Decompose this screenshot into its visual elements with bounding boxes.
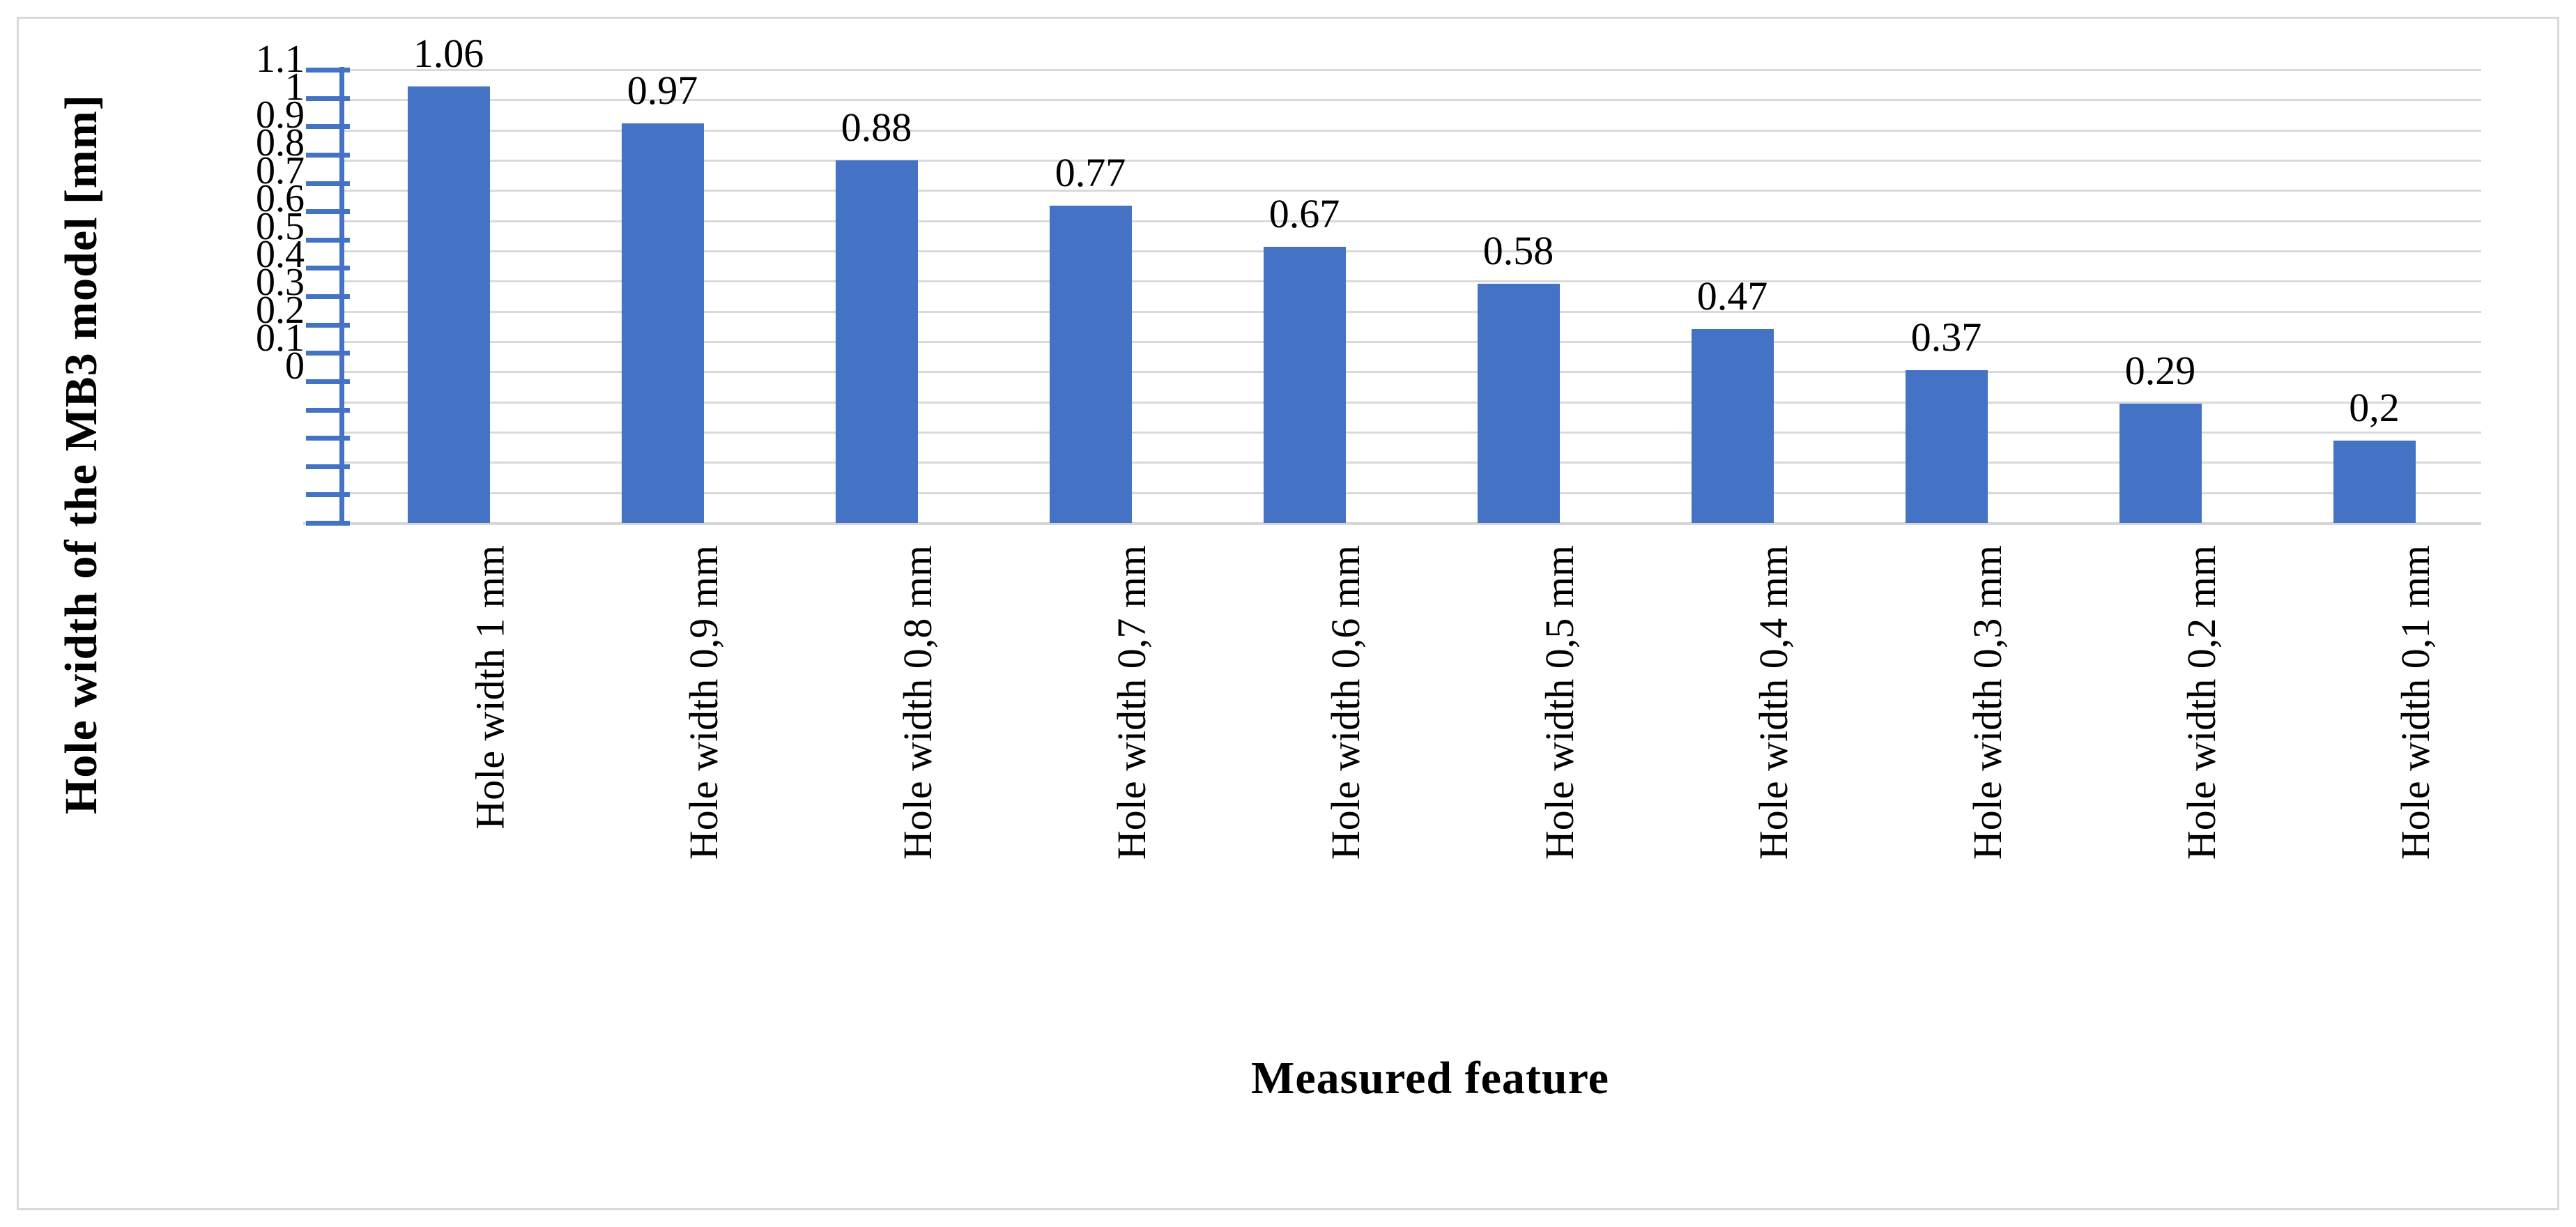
- gridline: [342, 129, 2481, 132]
- bar-value-label: 0.88: [841, 105, 912, 150]
- y-axis-tick: [306, 152, 350, 158]
- gridline: [342, 341, 2481, 343]
- category-label: Hole width 0,2 mm: [2179, 545, 2225, 860]
- y-axis-tick: [306, 294, 350, 299]
- y-tick-label: 0.3: [256, 261, 305, 304]
- bar-value-label: 0.29: [2124, 347, 2196, 393]
- y-axis-tick: [306, 379, 350, 384]
- bar: [621, 123, 704, 523]
- y-axis-tick: [306, 124, 350, 130]
- category-label: Hole width 1 mm: [467, 545, 513, 830]
- category-label: Hole width 0,5 mm: [1537, 545, 1583, 860]
- y-axis-tick: [306, 351, 350, 356]
- y-axis-tick: [306, 492, 350, 498]
- bar: [2119, 403, 2202, 523]
- category-label: Hole width 0,1 mm: [2393, 545, 2439, 860]
- y-tick-label: 0.6: [256, 177, 305, 220]
- bar: [2333, 440, 2416, 523]
- figure-frame: 1.06 0.97 0.88 0.77 0.67 0.58 0.47 0.37 0.29 0,2 …: [17, 17, 2559, 1210]
- y-tick-label: 0.8: [256, 121, 305, 165]
- y-axis-tick: [306, 464, 350, 469]
- gridline: [342, 160, 2481, 162]
- bar: [1477, 284, 1560, 523]
- category-label: Hole width 0,9 mm: [681, 545, 727, 860]
- y-axis-tick: [306, 436, 350, 441]
- gridline: [342, 220, 2481, 222]
- bar-value-label: 0,2: [2349, 384, 2400, 430]
- bar-value-label: 0.37: [1910, 314, 1982, 360]
- gridline: [342, 69, 2481, 71]
- y-tick-label: 0.4: [256, 233, 305, 276]
- gridline: [342, 280, 2481, 283]
- gridline: [342, 250, 2481, 252]
- gridline: [342, 190, 2481, 192]
- category-label: Hole width 0,8 mm: [895, 545, 941, 860]
- y-axis-tick: [306, 237, 350, 243]
- gridline: [342, 99, 2481, 102]
- bar: [1691, 329, 1774, 523]
- y-axis-tick: [306, 407, 350, 413]
- y-tick-label: 1.1: [256, 38, 305, 81]
- y-axis-tick: [306, 68, 350, 73]
- bar-value-label: 0.77: [1055, 150, 1126, 195]
- category-label: Hole width 0,4 mm: [1751, 545, 1797, 860]
- y-axis-tick: [306, 266, 350, 271]
- gridline: [342, 432, 2481, 434]
- category-label: Hole width 0,3 mm: [1965, 545, 2011, 860]
- bar: [1905, 370, 1988, 523]
- bar-chart: 1.06 0.97 0.88 0.77 0.67 0.58 0.47 0.37 0.29 0,2 …: [19, 19, 2557, 1208]
- y-tick-label: 0: [285, 344, 305, 388]
- y-tick-label: 0.9: [256, 93, 305, 137]
- bar: [407, 86, 490, 523]
- bar: [1263, 247, 1346, 523]
- bar-value-label: 0.97: [627, 67, 698, 113]
- gridline: [342, 462, 2481, 464]
- bar-value-label: 0.58: [1482, 228, 1554, 274]
- y-axis-tick: [306, 181, 350, 186]
- y-tick-label: 0.1: [256, 317, 305, 360]
- bar: [1049, 206, 1132, 523]
- y-axis-tick: [306, 209, 350, 215]
- bar-value-label: 1.06: [413, 30, 484, 76]
- y-tick-label: 0.7: [256, 149, 305, 192]
- category-label: Hole width 0,7 mm: [1109, 545, 1155, 860]
- gridline: [342, 401, 2481, 404]
- bar-value-label: 0.67: [1268, 191, 1340, 237]
- y-tick-label: 0.2: [256, 289, 305, 332]
- gridline: [342, 310, 2481, 313]
- gridline: [342, 371, 2481, 374]
- category-label: Hole width 0,6 mm: [1323, 545, 1369, 860]
- y-tick-label: 1: [285, 66, 305, 109]
- y-axis-title: Hole width of the MB3 model [mm]: [56, 94, 107, 815]
- y-tick-label: 0.5: [256, 205, 305, 248]
- y-axis-tick: [306, 322, 350, 328]
- bar-value-label: 0.47: [1696, 273, 1768, 319]
- y-axis-tick: [306, 521, 350, 526]
- x-axis-line: [303, 522, 2481, 525]
- bar: [835, 160, 918, 523]
- x-axis-title: Measured feature: [1251, 1053, 1609, 1104]
- y-axis-tick: [306, 96, 350, 101]
- gridline: [342, 491, 2481, 494]
